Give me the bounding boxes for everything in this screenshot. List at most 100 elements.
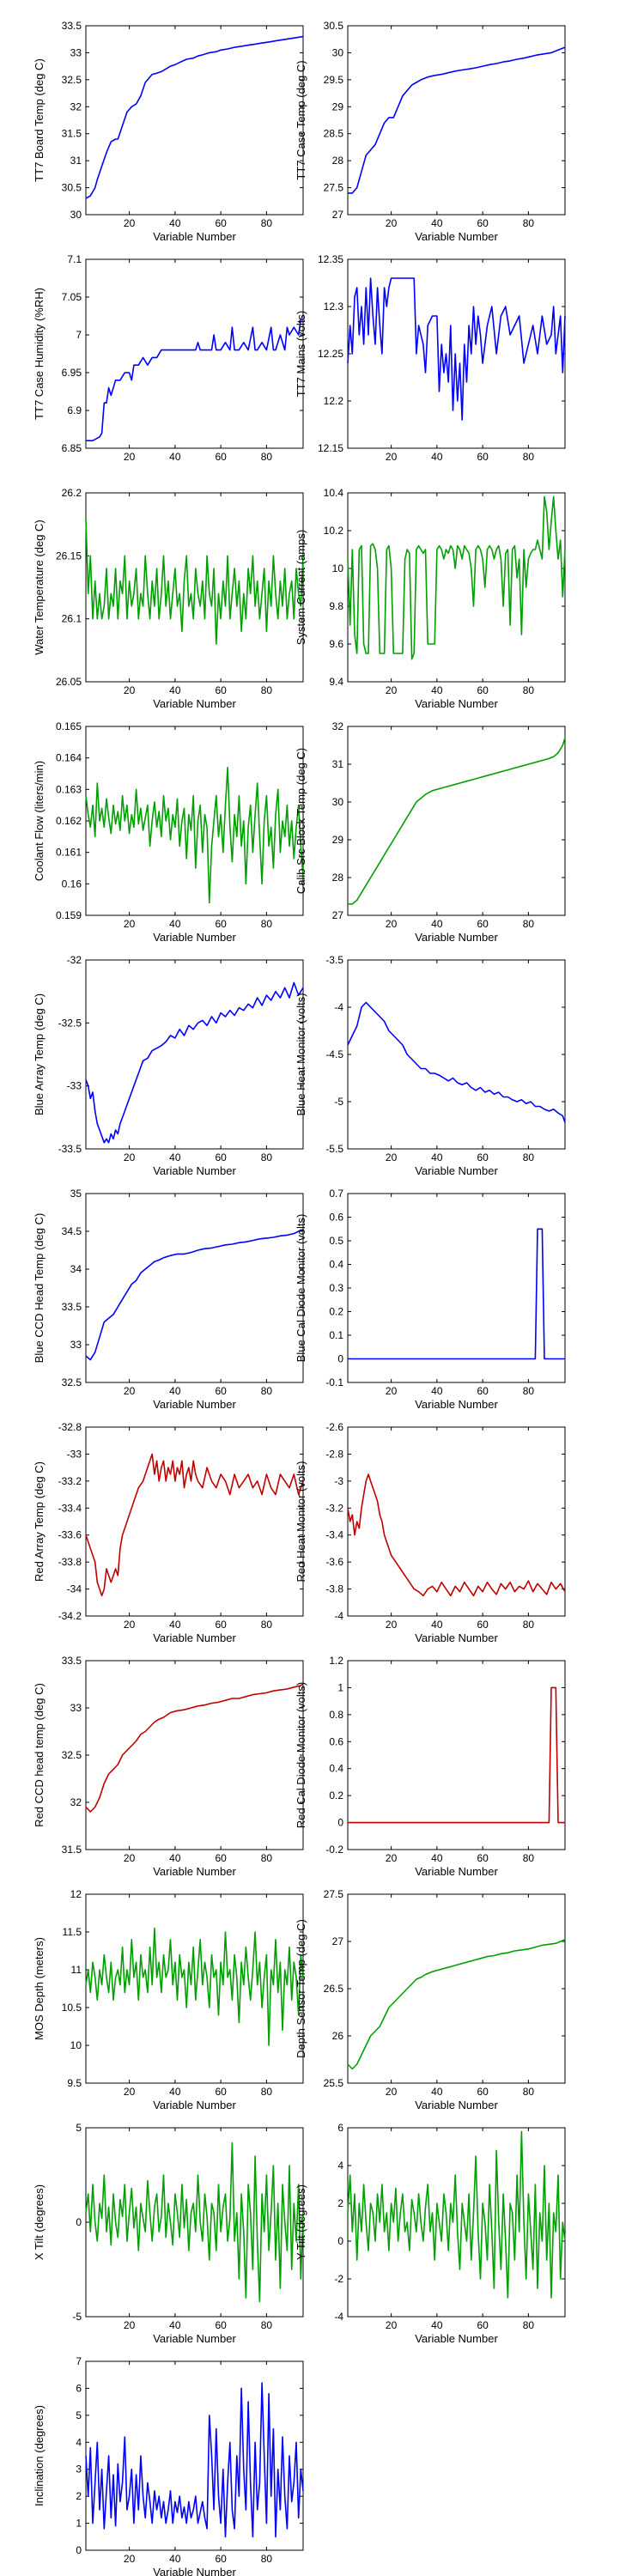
series-line xyxy=(85,1683,304,1813)
y-tick-label: 12 xyxy=(70,1888,82,1900)
y-tick-label: -4 xyxy=(334,1001,343,1013)
x-tick-label: 40 xyxy=(169,918,181,930)
y-tick-label: 0.163 xyxy=(56,783,82,795)
x-axis-label: Variable Number xyxy=(153,230,236,243)
y-tick-label: -3.5 xyxy=(325,954,343,966)
plot-area xyxy=(347,1660,566,1850)
y-tick-label: 6 xyxy=(337,2122,343,2134)
series-line xyxy=(85,35,304,199)
y-tick-label: 0 xyxy=(337,1353,343,1365)
y-axis-label: MOS Depth (meters) xyxy=(33,1937,46,2040)
panel-5: 20 40 60 80 26.05 26.1 26.15 26.2 Variable Numbe… xyxy=(33,487,304,710)
y-tick-label: 1 xyxy=(76,2518,82,2530)
y-tick-label: 0 xyxy=(337,2235,343,2247)
y-tick-label: 10 xyxy=(332,562,344,574)
y-tick-label: 29 xyxy=(332,834,344,846)
y-axis-label: Red Cal Diode Monitor (volts) xyxy=(295,1682,307,1829)
y-tick-label: -5 xyxy=(72,2311,82,2323)
panel-1: 20 40 60 80 30 30.5 31 31.5 32 32.5 33 33.5 Variable… xyxy=(33,20,304,243)
x-tick-label: 80 xyxy=(523,2319,535,2331)
plot-area xyxy=(347,25,566,216)
series-line xyxy=(348,1686,565,1824)
y-tick-label: 9.8 xyxy=(329,600,343,612)
y-tick-label: 5 xyxy=(76,2409,82,2421)
x-tick-label: 60 xyxy=(477,2319,489,2331)
x-tick-label: 80 xyxy=(523,918,535,930)
panel-18: 20 40 60 80 25.5 26 26.5 27 27.5 Variable Number D… xyxy=(295,1888,566,2111)
y-tick-label: 7 xyxy=(76,329,82,341)
y-tick-label: 12.2 xyxy=(324,395,344,407)
y-tick-label: 26.5 xyxy=(324,1983,344,1995)
x-tick-label: 60 xyxy=(215,1852,227,1864)
y-tick-label: 5 xyxy=(76,2122,82,2134)
x-tick-label: 80 xyxy=(261,1619,273,1631)
x-tick-label: 80 xyxy=(261,684,273,696)
y-tick-label: 30.5 xyxy=(324,20,344,32)
x-tick-label: 80 xyxy=(523,217,535,229)
y-axis-label: Blue CCD Head Temp (deg C) xyxy=(33,1213,46,1364)
y-tick-label: -32.5 xyxy=(58,1017,82,1029)
x-tick-label: 60 xyxy=(477,1385,489,1397)
y-tick-label: 26 xyxy=(332,2030,344,2042)
x-tick-label: 20 xyxy=(124,684,136,696)
x-axis-label: Variable Number xyxy=(415,931,498,944)
y-tick-label: 9.5 xyxy=(67,2077,82,2089)
y-tick-label: 35 xyxy=(70,1188,82,1200)
x-tick-label: 40 xyxy=(169,2086,181,2098)
y-tick-label: 6 xyxy=(76,2382,82,2394)
y-tick-label: -34.2 xyxy=(58,1610,82,1622)
x-tick-label: 60 xyxy=(215,918,227,930)
plot-area xyxy=(85,258,304,449)
x-axis-label: Variable Number xyxy=(153,697,236,710)
x-tick-label: 80 xyxy=(261,2086,273,2098)
x-tick-label: 40 xyxy=(431,918,443,930)
x-tick-label: 40 xyxy=(169,2553,181,2565)
series-line xyxy=(85,2142,304,2303)
series-line xyxy=(85,1927,304,2046)
y-tick-label: -0.2 xyxy=(325,1844,343,1856)
y-tick-label: -33.2 xyxy=(58,1475,82,1487)
y-tick-label: 0.164 xyxy=(56,752,82,764)
y-tick-label: 34.5 xyxy=(62,1225,82,1237)
y-tick-label: -0.1 xyxy=(325,1376,343,1388)
y-tick-label: 31.5 xyxy=(62,1844,82,1856)
panel-15: 20 40 60 80 31.5 32 32.5 33 33.5 Variable Number R… xyxy=(33,1655,304,1878)
y-tick-label: -32.8 xyxy=(58,1421,82,1433)
y-tick-label: 0.8 xyxy=(329,1709,343,1721)
y-tick-label: 0.6 xyxy=(329,1735,343,1747)
x-tick-label: 40 xyxy=(169,684,181,696)
y-tick-label: 31 xyxy=(332,758,344,770)
y-tick-label: 4 xyxy=(337,2160,343,2172)
y-tick-label: -3.2 xyxy=(325,1502,343,1514)
x-tick-label: 40 xyxy=(169,2319,181,2331)
x-tick-label: 60 xyxy=(477,1151,489,1163)
x-tick-label: 60 xyxy=(477,451,489,463)
panel-21: 20 40 60 80 0 1 2 3 4 5 6 7 Variable Number Inclinati… xyxy=(33,2355,304,2576)
y-tick-label: 7.05 xyxy=(62,291,82,303)
plot-area xyxy=(85,726,304,916)
panel-2: 20 40 60 80 27 27.5 28 28.5 29 29.5 30 30.5 Variable… xyxy=(295,20,566,243)
y-axis-label: Depth Sensor Temp (deg C) xyxy=(295,1919,307,2058)
y-tick-label: 33 xyxy=(70,1702,82,1714)
x-tick-label: 40 xyxy=(431,451,443,463)
x-tick-label: 20 xyxy=(124,1151,136,1163)
x-tick-label: 40 xyxy=(169,451,181,463)
y-tick-label: -3.4 xyxy=(325,1529,343,1541)
series-line xyxy=(85,1453,304,1597)
series-line xyxy=(85,981,304,1144)
plot-area xyxy=(85,1426,304,1617)
x-axis-label: Variable Number xyxy=(153,1398,236,1411)
y-tick-label: 7.1 xyxy=(67,253,82,265)
y-tick-label: 0.162 xyxy=(56,815,82,827)
y-tick-label: 32 xyxy=(70,100,82,112)
y-tick-label: 6.85 xyxy=(62,442,82,454)
x-axis-label: Variable Number xyxy=(153,2566,236,2576)
y-tick-label: 26.15 xyxy=(56,550,82,562)
y-tick-label: -3 xyxy=(334,1475,343,1487)
series-line xyxy=(85,766,304,904)
x-tick-label: 40 xyxy=(431,1852,443,1864)
y-tick-label: 28.5 xyxy=(324,128,344,140)
series-line xyxy=(348,1228,565,1360)
x-axis-label: Variable Number xyxy=(415,2332,498,2345)
y-tick-label: 0 xyxy=(337,1817,343,1829)
